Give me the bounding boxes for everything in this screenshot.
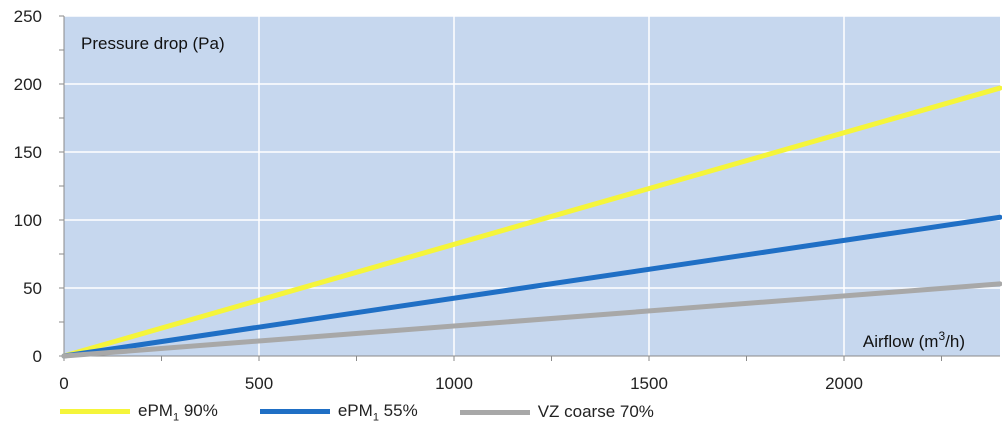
legend-label: VZ coarse 70% [537,402,654,421]
x-tick-label: 500 [245,374,273,393]
x-tick-label: 2000 [825,374,863,393]
legend-label: ePM1 90% [138,400,218,424]
legend-swatch [459,409,530,415]
x-tick-label: 1000 [435,374,473,393]
series-line [61,85,1002,359]
legend-swatch [259,409,330,415]
y-tick-label: 200 [14,75,42,94]
y-axis-title: Pressure drop (Pa) [81,34,225,53]
y-tick-label: 150 [14,143,42,162]
plot-area [64,16,1000,356]
legend-swatch [60,409,130,415]
axes [59,15,1000,361]
legend-item: VZ coarse 70% [459,402,654,422]
y-tick-label: 50 [23,279,42,298]
y-tick-label: 250 [14,7,42,26]
x-tick-label: 1500 [630,374,668,393]
legend-item: ePM1 90% [60,401,218,423]
x-axis-title: Airflow (m3/h) [863,329,965,351]
x-tick-label: 0 [59,374,68,393]
line-chart: 0 50 100 150 200 250 0 500 1000 1500 2000 Pressure… [14,7,1002,393]
tick-labels: 0 50 100 150 200 250 0 500 1000 1500 2000 [14,7,863,393]
legend-label: ePM1 55% [337,400,418,424]
series-layer [61,85,1002,359]
legend-item: ePM1 55% [259,400,418,424]
series-line [61,281,1002,359]
y-tick-label: 0 [33,347,42,366]
series-line [61,214,1002,359]
legend: ePM1 90% ePM1 55% VZ coarse 70% [60,400,696,424]
y-tick-label: 100 [14,211,42,230]
